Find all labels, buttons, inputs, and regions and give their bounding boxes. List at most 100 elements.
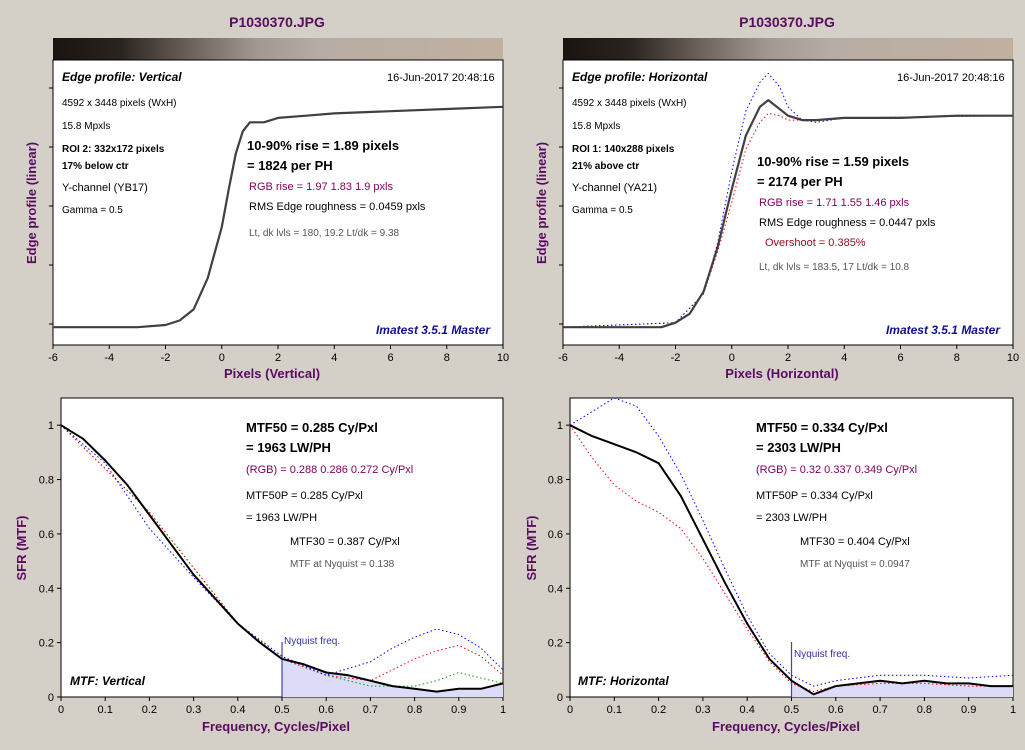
left-mtf-xtick-label: 1 bbox=[500, 704, 506, 716]
right-edge-mpxls: 15.8 Mpxls bbox=[572, 121, 620, 132]
right-edge-rms: RMS Edge roughness = 0.0447 pxls bbox=[759, 217, 936, 229]
left-edge-rms: RMS Edge roughness = 0.0459 pxls bbox=[249, 201, 426, 213]
right-mtf-xtick-label: 0.3 bbox=[695, 704, 710, 716]
left-mtf50: MTF50 = 0.285 Cy/Pxl bbox=[246, 420, 378, 435]
right-mtf-ytick-label: 0.2 bbox=[548, 638, 563, 650]
left-mtf-ytick-label: 0.8 bbox=[39, 475, 54, 487]
left-mtf30: MTF30 = 0.387 Cy/Pxl bbox=[290, 536, 400, 548]
left-edge-roi: ROI 2: 332x172 pixels bbox=[62, 144, 165, 155]
right-mtf-panel: 0 0.1 0.2 0.3 0.4 0.5 0.6 0.7 0.8 0.9 1 0 0.2 0.4 0.6 0… bbox=[548, 397, 1016, 716]
right-mtf-xtick-label: 0.7 bbox=[872, 704, 887, 716]
right-edge-overshoot: Overshoot = 0.385% bbox=[765, 237, 866, 249]
right-mtf-ylabel: SFR (MTF) bbox=[524, 516, 539, 581]
right-mtf50p-lw: = 2303 LW/PH bbox=[756, 512, 827, 524]
left-edge-xtick-label: 10 bbox=[497, 352, 509, 364]
left-edge-label: Edge profile: Vertical bbox=[62, 70, 182, 84]
right-edge-xtick-label: 4 bbox=[841, 352, 847, 364]
left-mtf50p-lw: = 1963 LW/PH bbox=[246, 512, 317, 524]
right-mtf-xtick-label: 0.4 bbox=[740, 704, 755, 716]
right-edge-series-y bbox=[563, 99, 1013, 329]
right-title: P1030370.JPG bbox=[739, 14, 835, 30]
right-mtf-xtick-label: 1 bbox=[1010, 704, 1016, 716]
left-edge-per-ph: = 1824 per PH bbox=[247, 158, 333, 173]
left-mtf-xlabel: Frequency, Cycles/Pixel bbox=[202, 719, 350, 734]
right-mtf-nyquist-value: MTF at Nyquist = 0.0947 bbox=[800, 559, 910, 570]
right-mtf-xtick-label: 0.8 bbox=[917, 704, 932, 716]
right-mtf50-lw: = 2303 LW/PH bbox=[756, 440, 841, 455]
right-edge-xtick-label: -4 bbox=[614, 352, 624, 364]
left-edge-date: 16-Jun-2017 20:48:16 bbox=[387, 72, 495, 84]
right-edge-xtick-label: 0 bbox=[729, 352, 735, 364]
left-edge-xtick-label: 4 bbox=[331, 352, 337, 364]
left-mtf-xtick-label: 0 bbox=[58, 704, 64, 716]
right-edge-date: 16-Jun-2017 20:48:16 bbox=[897, 72, 1005, 84]
left-edge-xtick-label: 8 bbox=[444, 352, 450, 364]
right-mtf-xtick-label: 0 bbox=[567, 704, 573, 716]
left-mtf-nyquist-region bbox=[282, 658, 503, 697]
left-edge-xlabel: Pixels (Vertical) bbox=[224, 366, 320, 381]
right-edge-per-ph: = 2174 per PH bbox=[757, 174, 843, 189]
left-mtf-label: MTF: Vertical bbox=[70, 674, 146, 688]
right-mtf-ytick-label: 0.8 bbox=[548, 475, 563, 487]
left-mtf50p: MTF50P = 0.285 Cy/Pxl bbox=[246, 490, 363, 502]
left-mtf-series-y bbox=[60, 424, 504, 693]
right-tone-strip bbox=[563, 38, 1013, 60]
right-mtf-ytick-label: 1 bbox=[557, 420, 563, 432]
left-edge-ylabel: Edge profile (linear) bbox=[24, 142, 39, 264]
right-edge-label: Edge profile: Horizontal bbox=[572, 70, 708, 84]
right-mtf-series-blue bbox=[569, 397, 1014, 687]
right-mtf-rgb: (RGB) = 0.32 0.337 0.349 Cy/Pxl bbox=[756, 464, 917, 476]
left-edge-panel: -6 -4 -2 0 2 4 6 8 10 Edge profile: Vertical 16-… bbox=[48, 59, 509, 364]
left-edge-xtick-label: 2 bbox=[275, 352, 281, 364]
right-edge-ylabel: Edge profile (linear) bbox=[534, 142, 549, 264]
left-edge-xtick-label: -4 bbox=[104, 352, 114, 364]
left-edge-xtick-label: 6 bbox=[387, 352, 393, 364]
right-mtf-xtick-label: 0.2 bbox=[651, 704, 666, 716]
right-edge-channel: Y-channel (YA21) bbox=[572, 182, 657, 194]
left-mtf-ytick-label: 0.6 bbox=[39, 529, 54, 541]
right-edge-panel: -6 -4 -2 0 2 4 6 8 10 Edge profile: Horizontal 1… bbox=[558, 59, 1019, 364]
right-mtf-xtick-label: 0.5 bbox=[784, 704, 799, 716]
right-mtf-series-red bbox=[569, 424, 1013, 693]
left-edge-pixels: 4592 x 3448 pixels (WxH) bbox=[62, 98, 177, 109]
left-edge-roi-pos: 17% below ctr bbox=[62, 161, 129, 172]
right-mtf-xlabel: Frequency, Cycles/Pixel bbox=[712, 719, 860, 734]
left-edge-xtick-label: -6 bbox=[48, 352, 58, 364]
right-edge-brand: Imatest 3.5.1 Master bbox=[886, 323, 1001, 337]
right-edge-xtick-label: 8 bbox=[954, 352, 960, 364]
left-mtf-xtick-label: 0.2 bbox=[142, 704, 157, 716]
left-mtf-ytick-label: 1 bbox=[48, 420, 54, 432]
right-edge-rise: 10-90% rise = 1.59 pixels bbox=[757, 154, 909, 169]
right-edge-rgb-rise: RGB rise = 1.71 1.55 1.46 pxls bbox=[759, 197, 910, 209]
right-mtf50p: MTF50P = 0.334 Cy/Pxl bbox=[756, 490, 873, 502]
right-edge-xtick-label: -6 bbox=[558, 352, 568, 364]
left-mtf-xtick-label: 0.4 bbox=[230, 704, 245, 716]
right-edge-pixels: 4592 x 3448 pixels (WxH) bbox=[572, 98, 687, 109]
left-mtf-panel: 0 0.1 0.2 0.3 0.4 0.5 0.6 0.7 0.8 0.9 1 0 0.2 0.4 0.6 0… bbox=[39, 397, 506, 716]
right-edge-xlabel: Pixels (Horizontal) bbox=[725, 366, 838, 381]
right-mtf-xtick-label: 0.9 bbox=[961, 704, 976, 716]
right-mtf-series-y bbox=[569, 424, 1013, 696]
left-edge-mpxls: 15.8 Mpxls bbox=[62, 121, 110, 132]
right-mtf30: MTF30 = 0.404 Cy/Pxl bbox=[800, 536, 910, 548]
right-edge-xtick-label: -2 bbox=[671, 352, 681, 364]
left-tone-strip bbox=[53, 38, 503, 60]
left-edge-xtick-label: 0 bbox=[219, 352, 225, 364]
left-edge-series-y bbox=[53, 105, 504, 329]
left-edge-channel: Y-channel (YB17) bbox=[62, 182, 148, 194]
right-edge-roi: ROI 1: 140x288 pixels bbox=[572, 144, 675, 155]
right-edge-xtick-label: 10 bbox=[1007, 352, 1019, 364]
left-mtf-ytick-label: 0 bbox=[48, 692, 54, 704]
right-mtf-ytick-label: 0.4 bbox=[548, 583, 563, 595]
left-edge-rgb-rise: RGB rise = 1.97 1.83 1.9 pxls bbox=[249, 181, 393, 193]
right-edge-roi-pos: 21% above ctr bbox=[572, 161, 639, 172]
right-nyquist-label: Nyquist freq. bbox=[794, 649, 850, 660]
right-mtf-xtick-label: 0.1 bbox=[607, 704, 622, 716]
left-edge-levels: Lt, dk lvls = 180, 19.2 Lt/dk = 9.38 bbox=[249, 228, 400, 239]
right-mtf-xtick-label: 0.6 bbox=[828, 704, 843, 716]
left-title: P1030370.JPG bbox=[229, 14, 325, 30]
left-mtf-ylabel: SFR (MTF) bbox=[14, 516, 29, 581]
left-edge-rise: 10-90% rise = 1.89 pixels bbox=[247, 138, 399, 153]
right-edge-levels: Lt, dk lvls = 183.5, 17 Lt/dk = 10.8 bbox=[759, 262, 910, 273]
left-mtf50-lw: = 1963 LW/PH bbox=[246, 440, 331, 455]
